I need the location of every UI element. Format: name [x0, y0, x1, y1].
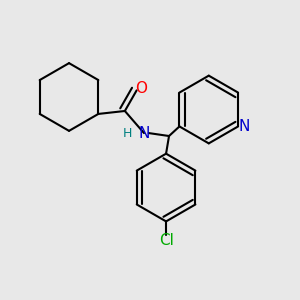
Text: H: H	[123, 127, 133, 140]
Text: Cl: Cl	[159, 233, 173, 248]
Text: N: N	[239, 119, 250, 134]
Text: O: O	[135, 81, 147, 96]
Text: N: N	[138, 126, 150, 141]
